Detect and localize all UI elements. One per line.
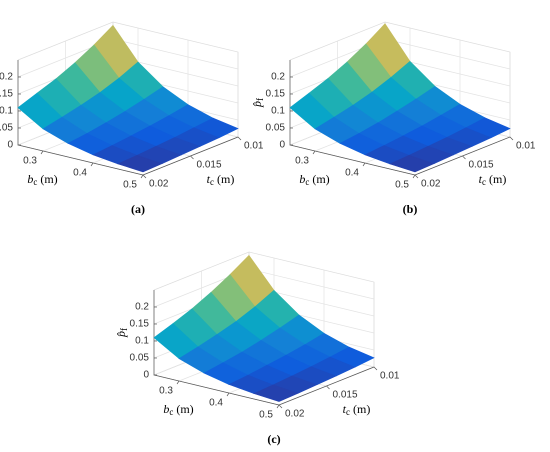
z-tick-label: 0.05: [130, 353, 150, 364]
z-tick-label: 0.2: [271, 72, 285, 83]
label-subscript: c: [210, 177, 214, 187]
label-subscript: c: [346, 407, 350, 417]
z-tick-label: 0.05: [266, 123, 286, 134]
y-tick-label: 0.02: [285, 409, 305, 420]
y-tick-label: 0.01: [244, 141, 264, 152]
tick-mark: [176, 380, 180, 385]
label-subscript: f: [255, 98, 265, 101]
tick-mark: [190, 155, 194, 160]
tick-mark: [373, 366, 378, 371]
surface-patch: [253, 384, 299, 402]
box-edge: [17, 21, 239, 137]
y-tick-label: 0.015: [197, 160, 222, 171]
label-unit: (m): [312, 172, 329, 186]
tick-mark: [414, 174, 419, 179]
surface-patch: [117, 154, 163, 173]
label-symbol: b: [27, 172, 33, 186]
x-tick-label: 0.4: [345, 168, 359, 179]
grid-line: [112, 38, 239, 70]
label-unit: (m): [353, 402, 370, 416]
tick-mark: [276, 404, 280, 409]
tick-mark: [226, 392, 230, 397]
grid-line: [384, 38, 511, 70]
tick-mark: [462, 155, 466, 160]
y-axis-label: tc (m): [343, 402, 371, 417]
z-tick-label: 0.1: [135, 336, 149, 347]
label-symbol: p̂: [250, 101, 264, 108]
label-unit: (m): [176, 402, 193, 416]
label-subscript: c: [169, 407, 173, 417]
x-tick-label: 0.3: [159, 386, 173, 397]
label-subscript: c: [33, 177, 37, 187]
tick-mark: [140, 174, 144, 179]
z-axis-label: p̂f: [114, 328, 129, 338]
tick-mark: [142, 174, 147, 179]
label-unit: (m): [40, 172, 57, 186]
z-tick-label: 0: [279, 140, 285, 151]
z-tick-label: 0.1: [271, 106, 285, 117]
grid-line: [248, 268, 375, 300]
z-tick-label: 0: [143, 370, 149, 381]
subplot: 00.050.10.150.20.30.40.50.010.0150.02bc(…: [0, 21, 264, 216]
label-symbol: t: [207, 172, 211, 186]
tick-mark: [90, 162, 94, 167]
tick-mark: [278, 404, 283, 409]
z-axis-label: p̂f: [250, 98, 265, 108]
z-tick-label: 0.15: [266, 89, 286, 100]
z-tick-label: 0.15: [130, 319, 150, 330]
z-tick-label: 0.2: [135, 302, 149, 313]
label-subscript: c: [305, 177, 309, 187]
y-axis-label: tc (m): [479, 172, 507, 187]
z-tick-label: 0: [7, 140, 13, 151]
x-tick-label: 0.4: [73, 168, 87, 179]
y-tick-label: 0.015: [469, 160, 494, 171]
tick-mark: [509, 136, 514, 141]
x-axis-label: bc (m): [163, 402, 193, 417]
box-edge: [153, 251, 375, 367]
x-tick-label: 0.5: [259, 410, 273, 421]
tick-mark: [312, 150, 316, 155]
box-edge: [289, 21, 511, 137]
label-symbol: p̂: [114, 331, 128, 338]
x-tick-label: 0.3: [295, 156, 309, 167]
label-symbol: t: [343, 402, 347, 416]
y-tick-label: 0.02: [149, 179, 169, 190]
label-unit: (m): [217, 172, 234, 186]
label-symbol: t: [479, 172, 483, 186]
tick-mark: [412, 174, 416, 179]
subplot: 00.050.10.150.20.30.40.50.010.0150.02bc(…: [114, 251, 400, 446]
tick-mark: [40, 150, 44, 155]
z-tick-label: 0.2: [0, 72, 13, 83]
z-tick-label: 0.05: [0, 123, 13, 134]
x-axis-label: bc (m): [27, 172, 57, 187]
x-axis-label: bc (m): [299, 172, 329, 187]
y-tick-label: 0.015: [333, 390, 358, 401]
y-tick-label: 0.01: [380, 371, 400, 382]
x-tick-label: 0.4: [209, 398, 223, 409]
z-tick-label: 0.15: [0, 89, 13, 100]
z-tick-label: 0.1: [0, 106, 13, 117]
y-tick-label: 0.02: [421, 179, 441, 190]
label-subscript: c: [482, 177, 486, 187]
x-tick-label: 0.5: [123, 180, 137, 191]
y-axis-label: tc (m): [207, 172, 235, 187]
tick-mark: [237, 136, 242, 141]
label-unit: (m): [489, 172, 506, 186]
panel-label: (b): [403, 202, 418, 216]
panel-label: (c): [267, 432, 280, 446]
tick-mark: [326, 385, 330, 390]
x-tick-label: 0.5: [395, 180, 409, 191]
subplot: 00.050.10.150.20.30.40.50.010.0150.02bc(…: [250, 21, 536, 216]
x-tick-label: 0.3: [23, 156, 37, 167]
panel-label: (a): [131, 202, 145, 216]
surface-patch: [389, 154, 435, 173]
tick-mark: [362, 162, 366, 167]
label-symbol: b: [163, 402, 169, 416]
label-symbol: b: [299, 172, 305, 186]
label-subscript: f: [119, 328, 129, 331]
y-tick-label: 0.01: [516, 141, 536, 152]
